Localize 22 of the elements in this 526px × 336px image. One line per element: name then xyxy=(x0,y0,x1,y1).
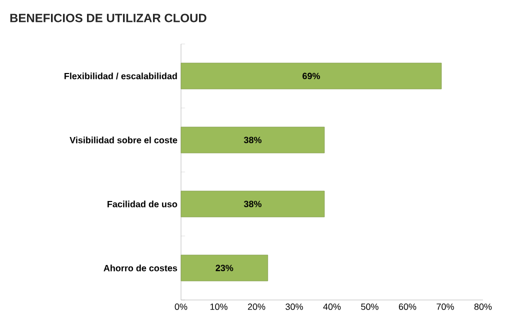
data-label: 23% xyxy=(216,264,234,272)
data-label: 69% xyxy=(302,72,320,80)
y-tick-label: Ahorro de costes xyxy=(104,264,178,272)
x-tick-label: 0% xyxy=(174,304,188,310)
y-tick-label: Facilidad de uso xyxy=(108,200,178,208)
x-tick-label: 40% xyxy=(323,304,341,310)
y-tick-label: Flexibilidad / escalabilidad xyxy=(64,72,177,80)
bar xyxy=(180,254,268,282)
x-tick-label: 50% xyxy=(361,304,378,310)
data-label: 38% xyxy=(244,136,262,144)
x-tick-label: 10% xyxy=(210,304,228,310)
x-tick-label: 30% xyxy=(286,304,303,310)
y-tick-label: Visibilidad sobre el coste xyxy=(70,136,178,144)
x-tick-label: 70% xyxy=(436,304,454,310)
data-label: 38% xyxy=(244,200,262,208)
bar xyxy=(180,126,325,154)
x-tick-label: 20% xyxy=(248,304,266,310)
bar xyxy=(180,62,442,90)
x-tick-label: 80% xyxy=(474,304,492,310)
x-tick-label: 60% xyxy=(398,304,416,310)
bar xyxy=(180,190,325,218)
chart-title: BENEFICIOS DE UTILIZAR CLOUD xyxy=(10,14,206,22)
